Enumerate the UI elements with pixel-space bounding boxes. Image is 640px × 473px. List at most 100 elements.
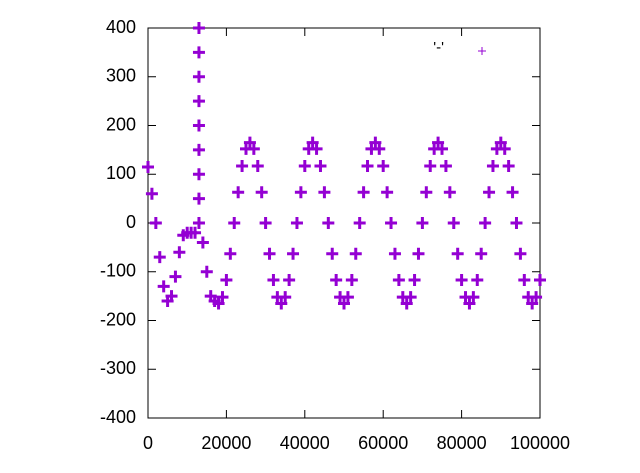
point <box>267 274 280 287</box>
point <box>530 291 543 304</box>
point <box>338 297 350 310</box>
point <box>255 186 268 199</box>
point <box>310 142 323 155</box>
point <box>349 247 362 260</box>
point <box>432 136 445 149</box>
point <box>486 159 499 172</box>
legend-marker <box>478 47 486 55</box>
point <box>502 159 515 172</box>
y-tick-label: -400 <box>100 407 136 427</box>
point <box>192 168 205 181</box>
point <box>494 136 507 149</box>
point <box>341 291 354 304</box>
point <box>357 186 370 199</box>
point <box>192 70 205 83</box>
point <box>361 159 374 172</box>
point <box>165 290 178 303</box>
point <box>283 274 296 287</box>
point <box>220 274 233 287</box>
y-tick-label: 0 <box>126 212 136 232</box>
point <box>251 159 264 172</box>
point <box>424 159 437 172</box>
point <box>216 291 229 304</box>
point <box>408 274 421 287</box>
point <box>192 217 205 229</box>
point <box>436 142 448 155</box>
point <box>290 217 303 229</box>
x-tick-label: 80000 <box>437 433 487 453</box>
point <box>279 291 292 304</box>
point <box>306 136 319 149</box>
point <box>247 142 260 155</box>
point <box>443 186 456 199</box>
point <box>439 159 452 172</box>
point <box>192 119 205 132</box>
point <box>287 247 300 260</box>
legend-label: '-' <box>433 39 444 56</box>
point <box>471 274 484 287</box>
point <box>326 247 339 260</box>
point <box>322 217 335 229</box>
point <box>196 236 209 249</box>
point <box>526 297 539 310</box>
point <box>475 247 488 260</box>
point <box>463 297 476 310</box>
point <box>259 217 272 229</box>
point <box>510 217 523 229</box>
point <box>149 217 162 229</box>
point <box>275 297 288 310</box>
point <box>192 192 205 205</box>
point <box>200 265 213 278</box>
x-tick-label: 40000 <box>280 433 330 453</box>
point <box>447 217 460 229</box>
point <box>451 247 464 260</box>
point <box>142 160 154 173</box>
y-tick-label: 200 <box>106 114 136 134</box>
x-tick-label: 60000 <box>358 433 408 453</box>
y-tick-label: 400 <box>106 17 136 37</box>
point <box>455 274 468 287</box>
point <box>385 217 398 229</box>
point <box>173 246 186 259</box>
point <box>192 46 205 59</box>
point <box>345 274 358 287</box>
point <box>232 186 245 199</box>
point <box>318 186 331 199</box>
point <box>514 247 527 260</box>
point <box>534 274 546 287</box>
point <box>369 136 382 149</box>
point <box>416 217 429 229</box>
point <box>192 95 205 108</box>
point <box>330 274 343 287</box>
point <box>506 186 519 199</box>
point <box>420 186 433 199</box>
y-tick-label: -100 <box>100 261 136 281</box>
point <box>228 217 241 229</box>
y-tick-label: -200 <box>100 309 136 329</box>
point <box>145 187 158 200</box>
point <box>314 159 327 172</box>
point <box>153 251 166 264</box>
point <box>412 247 425 260</box>
point <box>192 22 205 34</box>
point <box>377 159 390 172</box>
x-tick-label: 100000 <box>510 433 570 453</box>
point <box>483 186 496 199</box>
y-tick-label: 100 <box>106 163 136 183</box>
point <box>381 186 394 199</box>
point <box>388 247 401 260</box>
point <box>392 274 405 287</box>
point <box>212 297 225 310</box>
point <box>224 247 237 260</box>
point <box>236 159 249 172</box>
point <box>498 142 511 155</box>
x-tick-label: 0 <box>143 433 153 453</box>
point <box>467 291 480 304</box>
point <box>298 159 311 172</box>
point <box>373 142 386 155</box>
point <box>479 217 492 229</box>
point <box>518 274 531 287</box>
point <box>157 280 170 293</box>
point <box>192 143 205 156</box>
